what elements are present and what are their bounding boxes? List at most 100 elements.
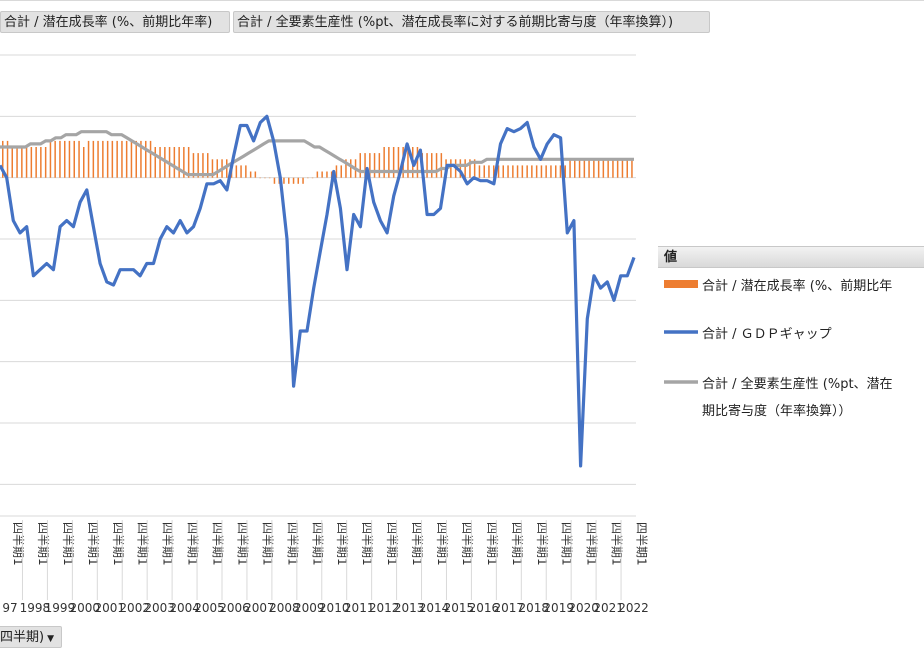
x-tick-year-1: 1998	[20, 601, 51, 615]
bar-98	[469, 159, 471, 178]
bar-4	[21, 147, 23, 178]
bar-109	[521, 165, 524, 178]
bar-79	[378, 153, 381, 178]
x-tick-year-3: 2000	[70, 601, 101, 615]
bar-123	[588, 159, 590, 178]
bar-36	[173, 147, 176, 178]
top-border	[0, 0, 924, 1]
bar-25	[121, 140, 123, 178]
bar-70	[335, 165, 338, 178]
bar-117	[559, 165, 562, 178]
legend-swatch-orange	[664, 280, 698, 288]
legend-label-tfp-line2: 期比寄与度（年率換算））	[702, 404, 852, 419]
x-tick-quarter-21: 四半期1	[535, 522, 549, 566]
x-tick-quarter-1: 四半期1	[36, 522, 50, 566]
x-tick-year-23: 2020	[568, 601, 599, 615]
bar-130	[621, 159, 624, 178]
x-tick-quarter-3: 四半期1	[86, 522, 100, 566]
x-tick-quarter-7: 四半期1	[186, 522, 200, 566]
x-tick-quarter-2: 四半期1	[61, 522, 75, 566]
axis-field-label: 四半期)	[0, 630, 45, 645]
bar-41	[197, 153, 199, 178]
x-tick-year-11: 2008	[269, 601, 300, 615]
x-tick-quarter-18: 四半期1	[460, 522, 474, 566]
bar-104	[497, 165, 500, 178]
bar-10	[49, 140, 52, 178]
bar-100	[478, 165, 481, 178]
bar-129	[616, 159, 619, 178]
bar-61	[292, 177, 295, 184]
bar-23	[111, 140, 114, 178]
x-tick-quarter-9: 四半期1	[236, 522, 250, 566]
bar-52	[249, 171, 252, 178]
bar-90	[431, 153, 433, 178]
x-tick-quarter-5: 四半期1	[136, 522, 150, 566]
bar-112	[535, 165, 538, 178]
series-field-button-potential-growth[interactable]: 合計 / 潜在成長率 (%、前期比年率)	[0, 11, 230, 33]
bar-20	[97, 140, 99, 178]
x-tick-year-13: 2010	[319, 601, 350, 615]
legend-header: 値	[658, 246, 924, 268]
x-tick-quarter-17: 四半期1	[435, 522, 449, 566]
x-tick-quarter-11: 四半期1	[285, 522, 299, 566]
bar-106	[507, 165, 509, 178]
bar-62	[297, 177, 299, 184]
bar-81	[388, 147, 390, 178]
bar-12	[59, 140, 61, 178]
bar-33	[159, 147, 161, 178]
bar-27	[130, 140, 133, 178]
x-tick-quarter-13: 四半期1	[335, 522, 349, 566]
x-tick-quarter-23: 四半期1	[585, 522, 599, 566]
x-tick-quarter-19: 四半期1	[485, 522, 499, 566]
bar-77	[369, 153, 371, 178]
x-tick-year-10: 2007	[244, 601, 275, 615]
bar-114	[545, 165, 547, 178]
bar-26	[125, 140, 128, 178]
bar-9	[44, 147, 47, 178]
x-tick-quarter-10: 四半期1	[260, 522, 274, 566]
bar-66	[316, 171, 319, 178]
axis-field-button-quarter[interactable]: 四半期) ▼	[0, 626, 62, 648]
bar-44	[211, 159, 214, 178]
line-series	[0, 114, 636, 468]
legend-label-tfp-line1: 合計 / 全要素生産性 (%pt、潜在	[702, 377, 893, 392]
bar-87	[416, 147, 419, 178]
bar-97	[464, 159, 466, 178]
x-tick-year-7: 2004	[169, 601, 200, 615]
x-tick-year-15: 2012	[369, 601, 400, 615]
bar-96	[459, 159, 462, 178]
x-tick-year-19: 2016	[469, 601, 500, 615]
bar-113	[540, 165, 543, 178]
bar-21	[102, 140, 104, 178]
x-tick-year-4: 2001	[95, 601, 126, 615]
x-tick-year-21: 2018	[519, 601, 550, 615]
bar-124	[593, 159, 595, 178]
bar-54	[259, 177, 261, 179]
bar-51	[245, 165, 247, 178]
x-tick-year-22: 2019	[543, 601, 574, 615]
x-tick-quarter-4: 四半期1	[111, 522, 125, 566]
series-field-button-tfp[interactable]: 合計 / 全要素生産性 (%pt、潜在成長率に対する前期比寄与度（年率換算）)	[233, 11, 710, 33]
bar-110	[526, 165, 528, 178]
bar-92	[440, 153, 443, 178]
bar-39	[187, 147, 190, 178]
bar-68	[326, 171, 328, 178]
bar-3	[16, 147, 18, 178]
bar-118	[564, 165, 566, 178]
bar-55	[264, 177, 266, 179]
x-tick-quarter-0: 四半期1	[11, 522, 25, 566]
bar-71	[340, 165, 342, 178]
x-tick-year-20: 2017	[494, 601, 525, 615]
bar-108	[516, 165, 519, 178]
bar-17	[83, 147, 85, 178]
bar-128	[612, 159, 614, 178]
bar-15	[73, 140, 75, 178]
x-axis: 四半期1 97 四半期1 1998 四半期1 1999 四半期1 2000 四半期1 2001 四半…	[0, 515, 649, 615]
x-tick-quarter-15: 四半期1	[385, 522, 399, 566]
bar-75	[359, 153, 361, 178]
gridlines	[0, 54, 636, 485]
x-tick-quarter-14: 四半期1	[360, 522, 374, 566]
legend-swatch-gray	[664, 380, 698, 384]
bar-49	[235, 165, 238, 178]
